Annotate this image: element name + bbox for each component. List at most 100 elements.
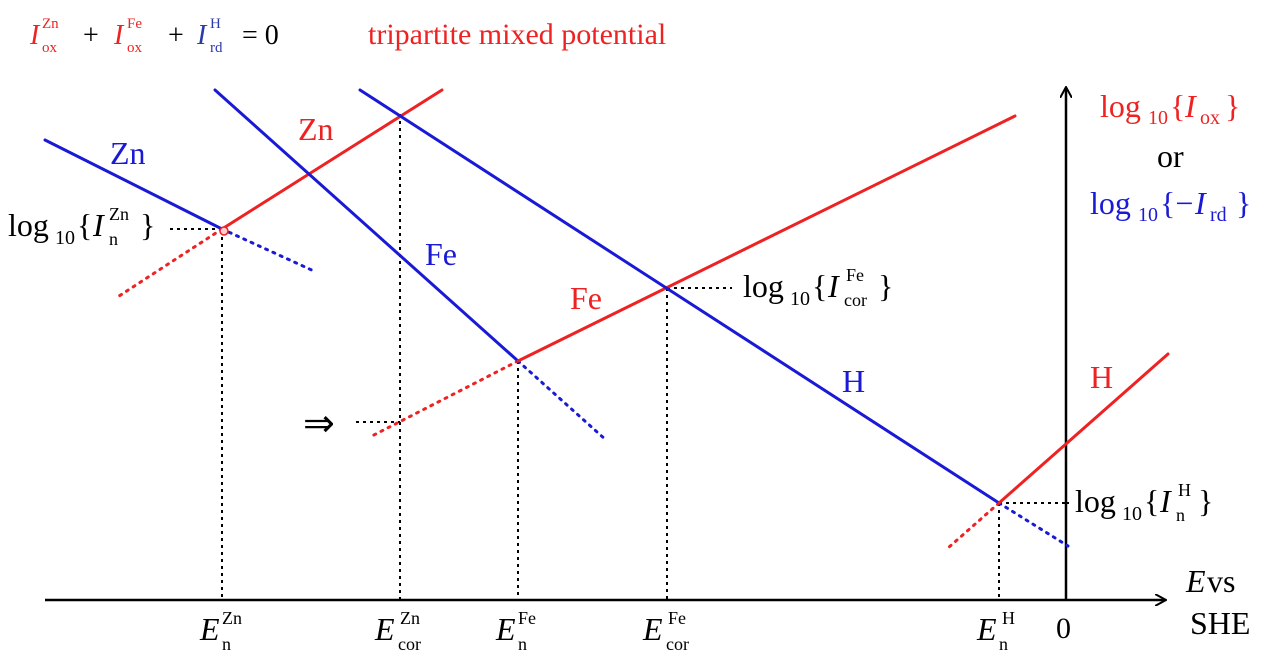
h-reduction-extrapolation	[997, 501, 1070, 548]
y-ox-log-sub: 10	[1148, 107, 1168, 129]
lab1-open: {	[77, 207, 92, 243]
lab2-close: }	[878, 268, 893, 304]
lab3-var-sup: H	[1178, 480, 1191, 500]
y-axis-label-ox: log 10 { I ox }	[1100, 88, 1240, 129]
eq-i-zn-sub: ox	[42, 40, 58, 56]
pot4-sup: Fe	[668, 608, 686, 628]
y-rd-log: log	[1090, 185, 1131, 221]
potential-label-ecor-zn: E Zn cor	[374, 608, 421, 654]
log-label-icor-fe: log 10 { I Fe cor }	[743, 265, 893, 310]
pot2-base: E	[374, 611, 395, 647]
potential-label-ecor-fe: E Fe cor	[642, 608, 689, 654]
potential-label-en-fe: E Fe n	[495, 608, 536, 654]
y-ox-var-sub: ox	[1200, 107, 1220, 129]
log-label-in-h: log 10 { I H n }	[1075, 480, 1213, 525]
fe-oxidation-extrapolation	[368, 359, 520, 439]
x-axis-label-vs: vs	[1207, 563, 1235, 599]
y-ox-close: }	[1225, 88, 1240, 124]
pot3-base: E	[495, 611, 516, 647]
h-oxidation-extrapolation	[946, 501, 1001, 550]
y-rd-log-sub: 10	[1138, 204, 1158, 226]
potential-label-en-zn: E Zn n	[199, 608, 242, 654]
y-rd-open: {−	[1160, 185, 1193, 221]
y-rd-close: }	[1236, 185, 1251, 221]
potential-label-en-h: E H n	[976, 608, 1015, 654]
y-ox-var: I	[1184, 88, 1197, 124]
pot1-base: E	[199, 611, 220, 647]
eq-i-fe-sup: Fe	[127, 16, 142, 32]
h-reduction-line	[358, 88, 1001, 505]
zn-oxidation-line	[220, 88, 444, 231]
y-axis-or: or	[1157, 138, 1184, 174]
lab3-log: log	[1075, 483, 1116, 519]
lab2-var: I	[827, 268, 840, 304]
log-label-in-zn: log 10 { I Zn n }	[8, 204, 155, 249]
pot4-sub: cor	[666, 634, 689, 654]
lab3-close: }	[1198, 483, 1213, 519]
extrapolations	[114, 227, 1070, 550]
eq-i-h-sup: H	[210, 16, 221, 32]
lab3-var: I	[1159, 483, 1172, 519]
pot5-sup: H	[1002, 608, 1015, 628]
label-zn-oxidation: Zn	[298, 111, 334, 147]
pot4-base: E	[642, 611, 663, 647]
fe-reduction-line	[213, 88, 520, 363]
pot2-sub: cor	[398, 634, 421, 654]
eq-i-h-sub: rd	[210, 40, 223, 56]
x-axis-label-e: E	[1185, 563, 1206, 599]
polarization-lines	[43, 88, 1170, 505]
header-equation: I Zn ox + I Fe ox + I H rd = 0	[29, 16, 279, 56]
diagram-title: tripartite mixed potential	[368, 18, 666, 51]
pot1-sup: Zn	[222, 608, 242, 628]
label-zn-reduction: Zn	[110, 135, 146, 171]
pot2-sup: Zn	[400, 608, 420, 628]
implies-arrow-icon: ⇒	[303, 401, 335, 445]
zn-oxidation-extrapolation	[114, 227, 224, 300]
y-rd-var: I	[1194, 185, 1207, 221]
eq-i-fe-base: I	[113, 20, 125, 51]
pot5-sub: n	[999, 634, 1008, 654]
lab2-log: log	[743, 268, 784, 304]
fe-reduction-extrapolation	[516, 359, 608, 442]
pot3-sub: n	[518, 634, 527, 654]
eq-plus-2: +	[168, 20, 184, 51]
lab3-log-sub: 10	[1122, 503, 1142, 525]
eq-i-h-base: I	[196, 20, 208, 51]
y-ox-log: log	[1100, 88, 1141, 124]
lab1-log: log	[8, 207, 49, 243]
label-h-reduction: H	[842, 363, 865, 399]
lab2-log-sub: 10	[790, 288, 810, 310]
y-axis-label-rd: log 10 {− I rd }	[1090, 185, 1251, 226]
h-oxidation-line	[997, 352, 1170, 505]
eq-i-fe-sub: ox	[127, 40, 143, 56]
lab1-var-sub: n	[109, 229, 118, 249]
curve-labels: Zn Zn Fe Fe H H	[110, 111, 1113, 399]
lab3-open: {	[1144, 483, 1159, 519]
eq-equals-zero: = 0	[242, 20, 279, 51]
zn-reduction-line	[43, 138, 224, 231]
lab2-open: {	[812, 268, 827, 304]
eq-plus-1: +	[83, 20, 99, 51]
label-fe-reduction: Fe	[425, 236, 457, 272]
pot3-sup: Fe	[518, 608, 536, 628]
lab1-var-sup: Zn	[109, 204, 129, 224]
lab2-var-sub: cor	[844, 290, 867, 310]
label-h-oxidation: H	[1090, 359, 1113, 395]
fe-oxidation-line	[516, 114, 1017, 363]
pot1-sub: n	[222, 634, 231, 654]
eq-i-zn-base: I	[29, 20, 41, 51]
eq-i-zn-sup: Zn	[42, 16, 59, 32]
pot5-base: E	[976, 611, 997, 647]
y-rd-var-sub: rd	[1210, 204, 1227, 226]
x-axis-zero: 0	[1056, 612, 1071, 645]
lab1-var: I	[92, 207, 105, 243]
lab2-var-sup: Fe	[846, 265, 864, 285]
lab3-var-sub: n	[1176, 505, 1185, 525]
lab1-close: }	[140, 207, 155, 243]
lab1-log-sub: 10	[55, 227, 75, 249]
x-axis-label-she: SHE	[1190, 605, 1250, 641]
y-ox-open: {	[1170, 88, 1185, 124]
label-fe-oxidation: Fe	[570, 280, 602, 316]
guide-lines	[170, 114, 1070, 600]
